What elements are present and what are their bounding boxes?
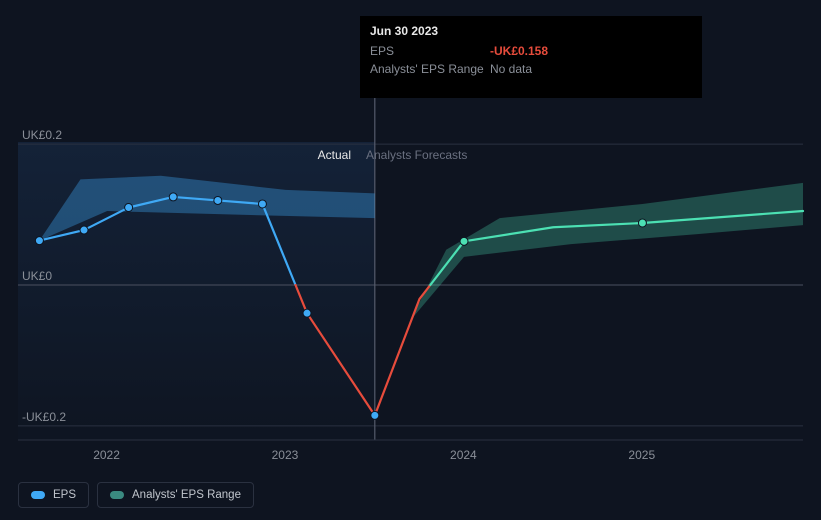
legend-label-eps: EPS bbox=[53, 489, 76, 501]
eps-chart[interactable]: UK£0.2 UK£0 -UK£0.2 Actual Analysts Fore… bbox=[0, 0, 821, 520]
y-axis-label-2: -UK£0.2 bbox=[22, 410, 66, 424]
hover-tooltip: Jun 30 2023 EPS -UK£0.158 Analysts' EPS … bbox=[360, 16, 702, 98]
tooltip-range-value: No data bbox=[490, 62, 532, 76]
tooltip-range-label: Analysts' EPS Range bbox=[370, 62, 490, 76]
legend-item-eps[interactable]: EPS bbox=[18, 482, 89, 508]
x-axis-tick-2022: 2022 bbox=[93, 448, 120, 462]
legend-label-range: Analysts' EPS Range bbox=[132, 489, 241, 501]
region-label-forecast: Analysts Forecasts bbox=[366, 148, 467, 162]
x-axis-tick-2023: 2023 bbox=[272, 448, 299, 462]
legend-item-range[interactable]: Analysts' EPS Range bbox=[97, 482, 254, 508]
legend-swatch-range bbox=[110, 491, 124, 499]
legend-swatch-eps bbox=[31, 491, 45, 499]
tooltip-date: Jun 30 2023 bbox=[370, 24, 692, 38]
region-label-actual: Actual bbox=[318, 148, 351, 162]
y-axis-label-0: UK£0.2 bbox=[22, 128, 62, 142]
x-axis-tick-2025: 2025 bbox=[628, 448, 655, 462]
tooltip-eps-value: -UK£0.158 bbox=[490, 44, 548, 58]
legend: EPS Analysts' EPS Range bbox=[18, 482, 254, 508]
y-axis-label-1: UK£0 bbox=[22, 269, 52, 283]
x-axis-tick-2024: 2024 bbox=[450, 448, 477, 462]
tooltip-eps-label: EPS bbox=[370, 44, 490, 58]
